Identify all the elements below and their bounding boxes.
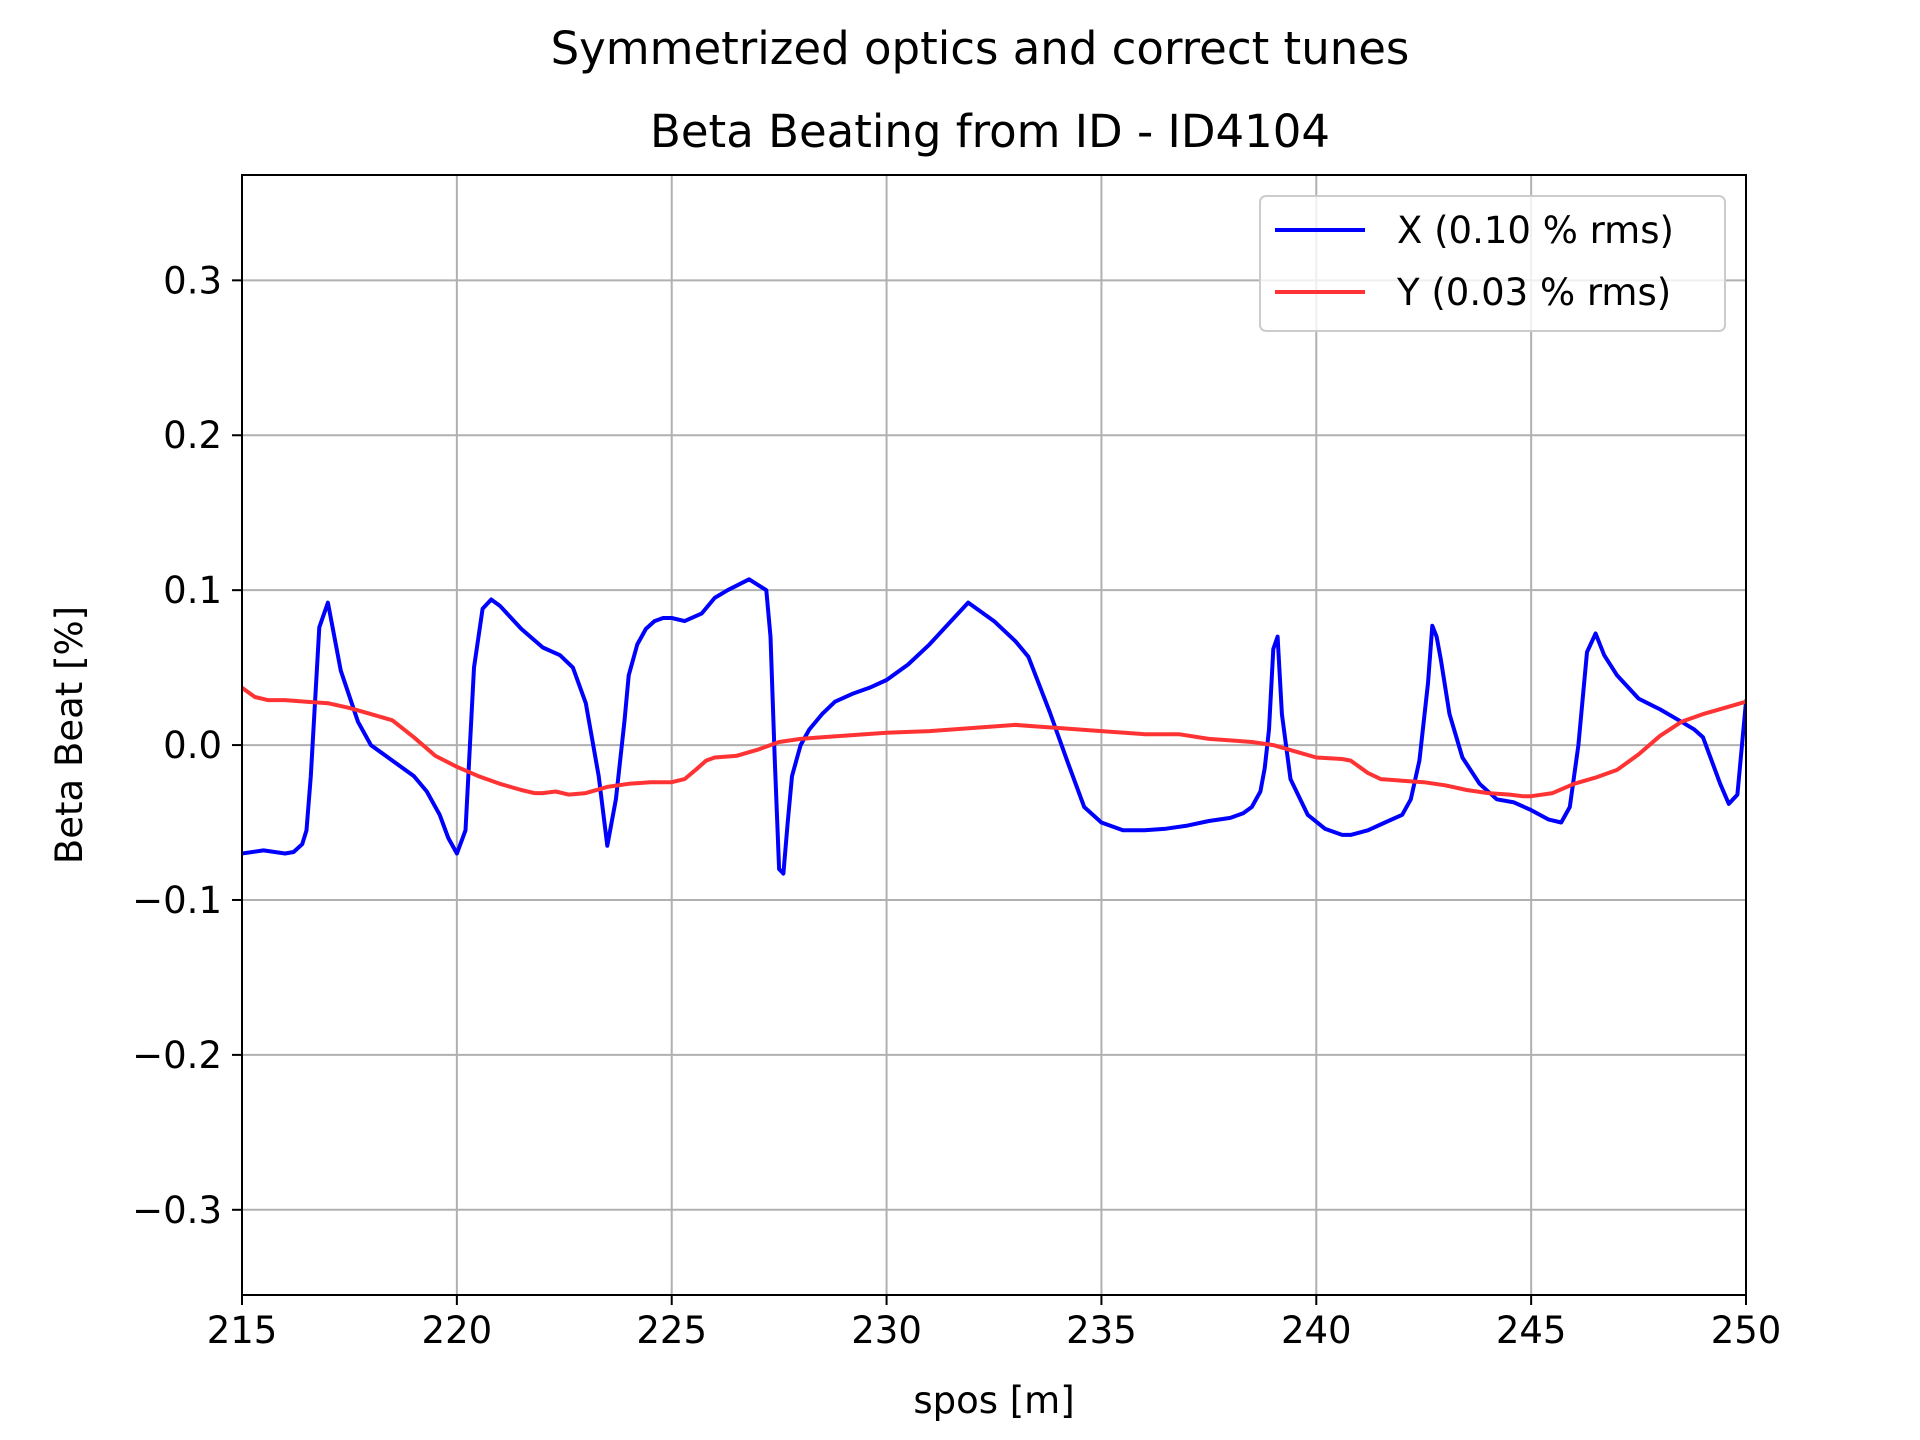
x-tick-label: 215 [207, 1309, 278, 1352]
x-tick-label: 230 [851, 1309, 922, 1352]
x-tick-label: 250 [1711, 1309, 1782, 1352]
y-tick-label: 0.3 [163, 259, 222, 302]
x-tick-label: 245 [1496, 1309, 1567, 1352]
chart-title: Beta Beating from ID - ID4104 [650, 105, 1330, 158]
legend-frame [1259, 195, 1726, 332]
plot-frame [241, 174, 1747, 1296]
y-tick-label: −0.2 [132, 1034, 222, 1077]
y-tick-label: −0.1 [132, 879, 222, 922]
x-tick-label: 240 [1281, 1309, 1352, 1352]
series-lines [242, 577, 1746, 876]
x-tick-label: 220 [422, 1309, 493, 1352]
y-tick-label: 0.1 [163, 569, 222, 612]
legend-label-x: X (0.10 % rms) [1397, 209, 1674, 252]
legend: X (0.10 % rms) Y (0.03 % rms) [1259, 195, 1726, 332]
y-tick-label: −0.3 [132, 1189, 222, 1232]
y-axis-label: Beta Beat [%] [48, 606, 91, 864]
chart-suptitle: Symmetrized optics and correct tunes [551, 22, 1410, 75]
y-tick-label: 0.0 [163, 724, 222, 767]
legend-label-y: Y (0.03 % rms) [1396, 271, 1671, 314]
series-line-y [242, 685, 1746, 799]
axis-ticks: 215 220 225 230 235 240 245 250 −0.3 −0.2 −0.1 0.0 0… [132, 259, 1781, 1352]
series-line-x [242, 577, 1746, 876]
x-tick-label: 235 [1066, 1309, 1137, 1352]
y-tick-label: 0.2 [163, 414, 222, 457]
x-axis-label: spos [m] [913, 1379, 1074, 1422]
x-tick-label: 225 [636, 1309, 707, 1352]
